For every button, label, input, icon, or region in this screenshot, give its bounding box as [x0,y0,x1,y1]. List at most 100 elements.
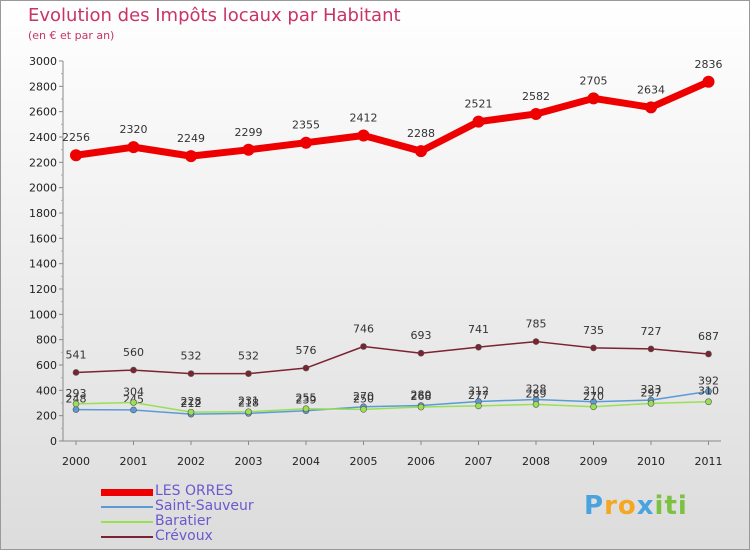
data-point-crevoux [475,343,482,351]
legend-swatch [101,536,153,538]
data-label-baratier: 255 [296,392,317,405]
data-point-les-orres [357,129,370,142]
data-label-saint-sauveur: 328 [526,382,547,395]
data-label-saint-sauveur: 323 [641,383,662,396]
x-tick-label: 2003 [235,455,263,468]
data-label-saint-sauveur: 248 [66,393,87,406]
data-label-saint-sauveur: 218 [238,396,259,409]
legend-swatch [101,506,153,508]
data-label-les-orres: 2249 [177,132,205,145]
data-label-crevoux: 576 [296,344,317,357]
data-label-saint-sauveur: 239 [296,394,317,407]
data-point-crevoux [590,344,597,352]
data-point-les-orres [530,107,542,120]
logo-letter: x [636,491,655,521]
data-point-crevoux [647,345,655,353]
data-point-les-orres [645,101,657,114]
y-tick-label: 600 [36,359,57,372]
data-point-baratier [245,408,252,416]
series-line-crevoux [75,340,709,375]
data-label-crevoux: 693 [411,329,432,342]
data-point-saint-sauveur [705,388,712,395]
y-tick-label: 200 [36,410,57,423]
series-line-baratier [75,400,709,413]
data-label-crevoux: 727 [641,325,662,338]
x-tick-label: 2011 [695,455,723,468]
data-label-les-orres: 2836 [695,58,723,71]
logo-letter: i [654,491,665,521]
legend-swatch [101,521,153,523]
data-label-les-orres: 2705 [580,74,608,87]
data-point-les-orres [242,143,255,156]
data-label-baratier: 231 [238,395,259,408]
data-label-baratier: 304 [123,385,144,398]
data-point-les-orres [300,136,312,149]
x-tick-label: 2001 [120,455,148,468]
data-label-les-orres: 2521 [465,98,493,111]
y-tick-label: 2400 [29,131,57,144]
data-point-crevoux [705,350,712,358]
series-line-les-orres [75,78,710,160]
data-point-saint-sauveur [130,406,137,414]
logo-letter: o [617,491,637,521]
data-point-baratier [590,403,597,411]
data-label-crevoux: 560 [123,346,144,359]
data-point-crevoux [245,370,252,377]
data-label-crevoux: 532 [238,350,259,363]
y-tick-label: 2800 [29,80,57,93]
data-label-saint-sauveur: 270 [353,390,374,403]
data-point-crevoux [187,370,195,377]
y-tick-label: 1400 [29,258,57,271]
logo-letter: r [604,491,618,521]
data-label-saint-sauveur: 280 [411,389,432,402]
data-point-baratier [647,400,655,407]
data-label-baratier: 250 [353,392,374,405]
data-point-saint-sauveur [72,406,80,413]
proxiti-logo: Proxiti [584,491,688,521]
y-tick-label: 1000 [29,308,57,321]
data-label-les-orres: 2299 [235,126,263,139]
data-point-crevoux [360,343,367,350]
legend-label: Saint-Sauveur [155,498,254,514]
x-tick-label: 2002 [177,455,205,468]
x-tick-label: 2000 [62,455,90,468]
data-label-baratier: 310 [698,385,719,398]
data-point-crevoux [302,364,310,372]
data-point-crevoux [532,338,540,345]
data-label-baratier: 228 [181,395,202,408]
data-label-baratier: 270 [583,390,604,403]
data-label-crevoux: 746 [353,323,374,336]
data-point-baratier [417,403,425,411]
data-label-saint-sauveur: 392 [698,374,719,387]
data-label-les-orres: 2320 [120,123,148,136]
y-tick-label: 1800 [29,207,57,220]
data-label-crevoux: 532 [181,350,202,363]
logo-letter: P [584,491,605,521]
data-label-les-orres: 2412 [350,111,378,124]
y-tick-label: 3000 [29,55,57,68]
data-label-baratier: 297 [641,386,662,399]
chart-title: Evolution des Impôts locaux par Habitant [28,5,401,26]
data-point-baratier [475,402,482,410]
y-tick-label: 2000 [29,182,57,195]
logo-letter: i [677,491,688,521]
y-tick-label: 800 [36,334,57,347]
data-label-crevoux: 735 [583,324,604,337]
data-point-crevoux [130,366,137,374]
data-label-les-orres: 2582 [522,90,550,103]
legend-label: Crévoux [155,528,213,544]
data-label-crevoux: 687 [698,330,719,343]
data-label-baratier: 289 [526,387,547,400]
data-point-les-orres [70,149,82,162]
chart-subtitle: (en € et par an) [28,29,115,42]
x-tick-label: 2005 [350,455,378,468]
data-point-baratier [532,401,540,408]
x-tick-label: 2004 [292,455,320,468]
data-label-baratier: 277 [468,389,489,402]
y-tick-label: 400 [36,384,57,397]
logo-letter: t [664,491,678,521]
data-label-saint-sauveur: 212 [181,397,202,410]
data-label-saint-sauveur: 310 [583,385,604,398]
